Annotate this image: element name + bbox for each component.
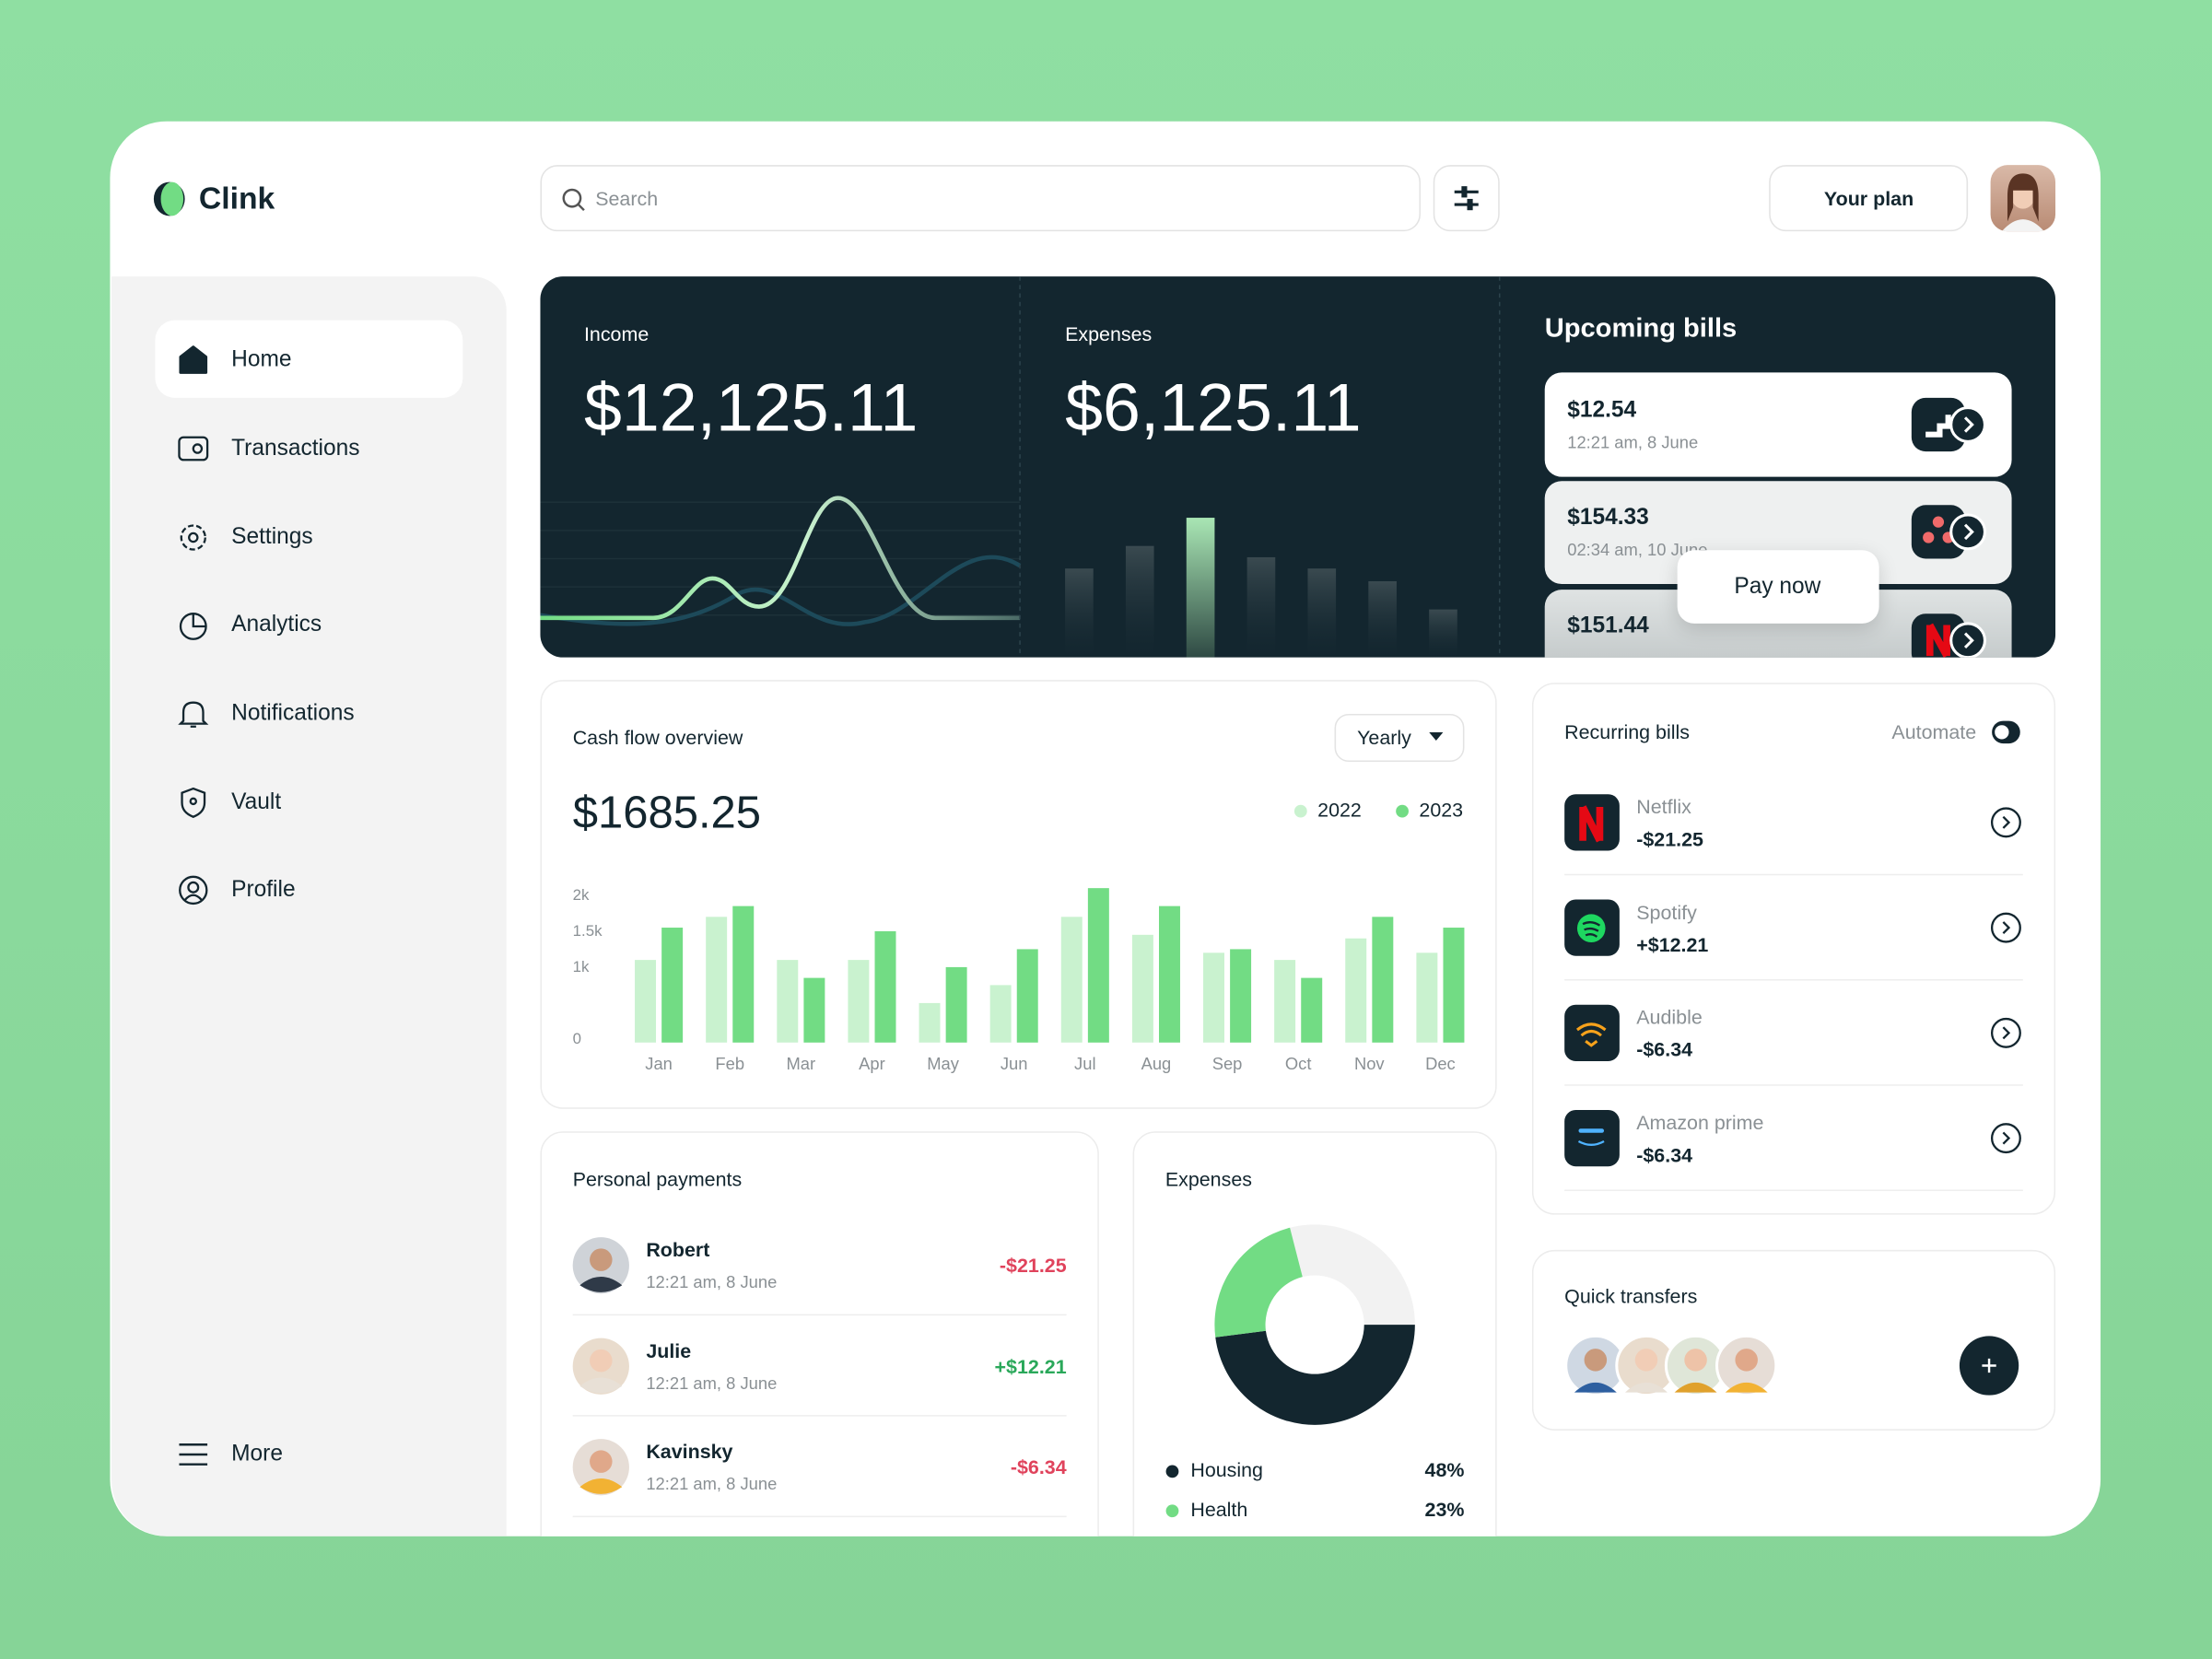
- search-box[interactable]: [540, 165, 1421, 232]
- nav-item[interactable]: Home: [231, 347, 292, 372]
- summary-decor: [540, 276, 1501, 658]
- home-icon: [179, 345, 208, 374]
- profile-icon: [179, 875, 208, 905]
- bill-amount: +$12.21: [1636, 932, 1709, 956]
- payment-time: 12:21 am, 8 June: [646, 1272, 778, 1292]
- pay-now-label: Pay now: [1734, 574, 1821, 599]
- payments-title: Personal payments: [572, 1167, 743, 1190]
- bill-logo: [1911, 505, 1986, 559]
- bill-logo: [1911, 397, 1986, 452]
- payment-amount: -$21.25: [999, 1253, 1067, 1277]
- contact-avatar[interactable]: [1715, 1334, 1778, 1397]
- vault-icon: [181, 787, 206, 818]
- notifications-icon: [178, 701, 209, 728]
- more[interactable]: More: [231, 1442, 283, 1466]
- payment-time: 12:21 am, 8 June: [646, 1474, 778, 1494]
- summary-panel: Income $12,125.11 Expenses $6,125.11 Upc…: [540, 276, 2056, 658]
- transfers-card: [1531, 1249, 2056, 1431]
- bill-name: Amazon prime: [1636, 1110, 1764, 1134]
- bill-card[interactable]: $12.54 12:21 am, 8 June: [1544, 372, 2012, 477]
- income-label: Income: [583, 322, 650, 345]
- nav-item[interactable]: Transactions: [231, 436, 360, 461]
- dropdown-arrow: [1429, 731, 1444, 742]
- bill-amount: $12.54: [1567, 398, 1637, 423]
- expenses-card: [1132, 1131, 1497, 1536]
- filter-icon: [1454, 186, 1479, 211]
- payer-name: Kavinsky: [646, 1440, 733, 1463]
- pay-now-button[interactable]: Pay now: [1677, 550, 1879, 624]
- user-avatar[interactable]: [1990, 165, 2056, 232]
- plan-label: Your plan: [1823, 187, 1914, 210]
- search-placeholder: Search: [595, 187, 659, 210]
- transfer-contacts: [1564, 1334, 2019, 1397]
- cash-flow-title: Cash flow overview: [572, 726, 743, 749]
- upcoming-title: Upcoming bills: [1544, 313, 1738, 345]
- payments-card: [540, 1131, 1099, 1536]
- payment-time: 12:21 am, 8 June: [646, 1373, 778, 1394]
- nav-item[interactable]: Vault: [231, 790, 282, 815]
- nav-item[interactable]: Notifications: [231, 701, 355, 726]
- payer-name: Robert: [646, 1238, 710, 1261]
- bill-amount: -$6.34: [1636, 1037, 1693, 1061]
- payment-amount: +$12.21: [994, 1354, 1067, 1377]
- bill-name: Spotify: [1636, 900, 1697, 923]
- bill-amount: -$6.34: [1636, 1143, 1693, 1166]
- nav-item[interactable]: Profile: [231, 878, 296, 903]
- automate-toggle[interactable]: [1991, 719, 2022, 745]
- expenses-title: Expenses: [1165, 1167, 1252, 1190]
- search-icon: [562, 188, 585, 212]
- cash-flow-total: $1685.25: [572, 787, 762, 838]
- expenses-label: Expenses: [1065, 322, 1153, 345]
- bill-logo: [1911, 613, 1986, 658]
- payment-amount: -$6.34: [1010, 1455, 1067, 1478]
- app-window: Clink Search Your plan Home Transactions…: [110, 121, 2101, 1536]
- brand: Clink: [198, 180, 275, 216]
- transfers-title: Quick transfers: [1564, 1284, 1698, 1308]
- more-icon: [179, 1443, 208, 1466]
- add-transfer-button[interactable]: [1959, 1336, 2019, 1396]
- plan-button[interactable]: [1769, 165, 1969, 232]
- filter-button[interactable]: [1433, 165, 1500, 232]
- logo: [153, 181, 185, 216]
- payer-name: Julie: [646, 1338, 692, 1362]
- income-amount: $12,125.11: [583, 371, 919, 447]
- recurring-card: [1531, 683, 2056, 1215]
- transactions-icon: [178, 436, 209, 461]
- recurring-title: Recurring bills: [1564, 719, 1690, 743]
- nav-item[interactable]: Settings: [231, 525, 313, 550]
- automate-label: Automate: [1891, 719, 1977, 743]
- period-label: Yearly: [1357, 726, 1411, 749]
- bill-name: Audible: [1636, 1005, 1703, 1029]
- bill-amount: $151.44: [1567, 613, 1649, 638]
- nav-item[interactable]: Analytics: [231, 613, 322, 637]
- bill-name: Netflix: [1636, 795, 1691, 818]
- bill-time: 12:21 am, 8 June: [1567, 432, 1699, 453]
- bill-time: 02:34 am, 10 June: [1567, 540, 1708, 560]
- settings-icon: [180, 524, 206, 551]
- sidebar: [111, 276, 507, 1536]
- bill-amount: $154.33: [1567, 505, 1649, 530]
- period-dropdown[interactable]: [1334, 713, 1465, 763]
- app-content: Clink Search Your plan Home Transactions…: [110, 122, 2101, 1536]
- expenses-amount: $6,125.11: [1065, 371, 1362, 447]
- contact-avatar[interactable]: [1564, 1334, 1627, 1397]
- bill-card[interactable]: $154.33 02:34 am, 10 June: [1544, 481, 2012, 585]
- analytics-icon: [179, 613, 207, 640]
- bill-amount: -$21.25: [1636, 827, 1703, 850]
